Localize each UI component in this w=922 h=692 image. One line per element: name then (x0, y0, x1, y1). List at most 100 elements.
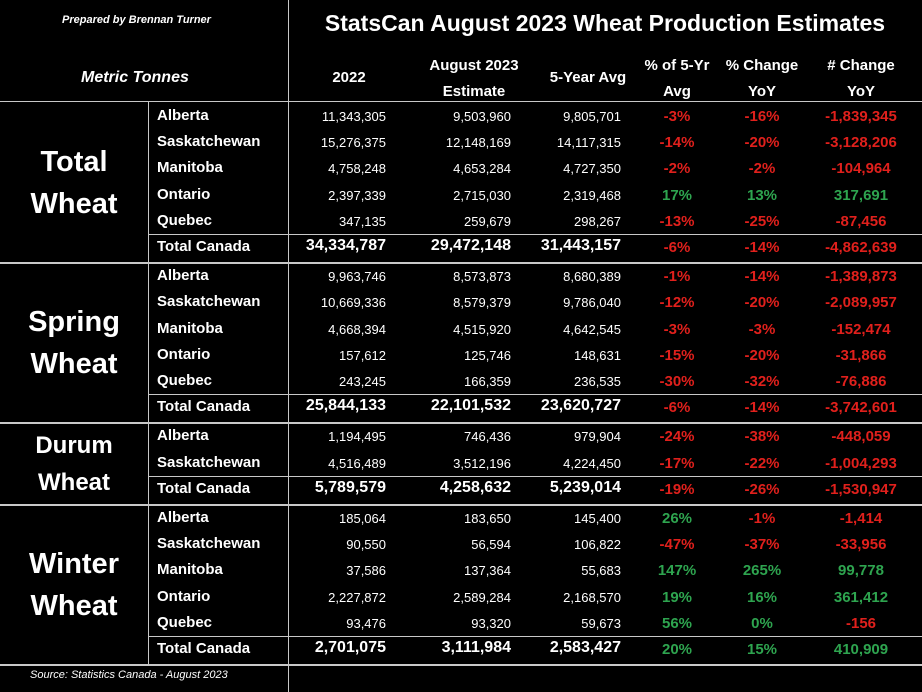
value-aug2023: 3,111,984 (441, 639, 511, 656)
province-label: Ontario (157, 587, 211, 605)
units-label: Metric Tonnes (81, 69, 189, 86)
value-aug2023: 183,650 (464, 511, 511, 526)
value-pct5: 26% (661, 510, 693, 527)
value-chgyoy: -76,886 (835, 373, 887, 390)
value-aug2023: 29,472,148 (430, 237, 511, 254)
value-avg5: 979,904 (574, 429, 621, 445)
column-header-pct5: % of 5-Yr (644, 57, 710, 74)
value-pct5: -1% (663, 268, 691, 286)
value-aug2023: 125,746 (464, 347, 511, 363)
value-pct5: -30% (659, 373, 695, 390)
province-label: Saskatchewan (157, 453, 261, 471)
value-pctyoy: 0% (751, 614, 773, 632)
value-y2022: 4,516,489 (328, 455, 386, 471)
value-pct5: -15% (659, 346, 695, 364)
column-header-chgyoy: # Change (827, 57, 895, 74)
grid-line (148, 101, 149, 666)
value-y2022: 1,194,495 (328, 429, 386, 445)
value-chgyoy: 317,691 (833, 186, 889, 204)
province-label: Saskatchewan (157, 133, 261, 151)
group-label-line: Durum (35, 431, 113, 459)
value-pctyoy: -25% (744, 212, 780, 230)
value-pctyoy: -14% (744, 268, 780, 286)
value-avg5: 145,400 (574, 511, 621, 526)
value-chgyoy: -448,059 (831, 428, 891, 446)
province-label: Quebec (157, 613, 213, 631)
value-aug2023: 93,320 (471, 615, 511, 631)
value-chgyoy: -31,866 (835, 346, 887, 364)
value-pct5: 19% (661, 588, 693, 606)
value-y2022: 347,135 (339, 213, 386, 229)
value-aug2023: 4,258,632 (439, 478, 511, 496)
value-aug2023: 9,503,960 (453, 109, 511, 124)
value-y2022: 157,612 (339, 347, 386, 363)
value-y2022: 93,476 (346, 615, 386, 631)
group-label: Spring Wheat (0, 301, 148, 385)
group-label: Winter Wheat (0, 543, 148, 627)
value-aug2023: 56,594 (471, 537, 511, 553)
value-pct5: -24% (659, 428, 695, 446)
province-label: Alberta (157, 107, 209, 124)
value-pct5: -19% (659, 480, 695, 498)
province-label: Saskatchewan (157, 535, 261, 553)
value-y2022: 2,701,075 (314, 639, 386, 656)
province-label: Saskatchewan (157, 293, 261, 311)
value-aug2023: 2,715,030 (453, 187, 511, 203)
province-label: Manitoba (157, 561, 223, 579)
value-chgyoy: -1,414 (839, 510, 883, 527)
value-y2022: 5,789,579 (314, 478, 386, 496)
value-pctyoy: -37% (744, 536, 780, 554)
value-pctyoy: -38% (744, 428, 780, 446)
value-aug2023: 8,579,379 (453, 295, 511, 311)
value-avg5: 4,224,450 (563, 455, 621, 471)
value-chgyoy: -104,964 (831, 160, 891, 178)
value-y2022: 25,844,133 (305, 397, 386, 415)
value-y2022: 243,245 (339, 374, 386, 389)
value-y2022: 2,227,872 (328, 589, 386, 605)
value-y2022: 4,758,248 (328, 161, 386, 177)
value-avg5: 5,239,014 (549, 478, 621, 496)
value-chgyoy: 361,412 (833, 588, 889, 606)
value-chgyoy: -33,956 (835, 536, 887, 554)
grid-line (0, 504, 922, 506)
value-chgyoy: -1,530,947 (825, 480, 897, 498)
column-header-pctyoy: % Change (725, 57, 799, 74)
value-avg5: 106,822 (574, 537, 621, 553)
value-aug2023: 3,512,196 (453, 455, 511, 471)
value-pctyoy: 13% (746, 186, 778, 204)
value-y2022: 10,669,336 (320, 295, 386, 311)
province-label: Quebec (157, 372, 213, 389)
value-aug2023: 166,359 (464, 374, 511, 389)
value-y2022: 15,276,375 (320, 135, 386, 151)
value-avg5: 9,805,701 (563, 109, 621, 124)
value-y2022: 90,550 (346, 537, 386, 553)
group-label-line: Winter (29, 547, 119, 580)
value-aug2023: 22,101,532 (430, 397, 511, 415)
group-label: Durum Wheat (0, 427, 148, 501)
value-chgyoy: -1,389,873 (825, 268, 897, 286)
value-avg5: 4,642,545 (563, 321, 621, 337)
value-aug2023: 4,653,284 (453, 161, 511, 177)
value-aug2023: 259,679 (464, 213, 511, 229)
value-pctyoy: 265% (742, 562, 782, 580)
province-label: Alberta (157, 427, 209, 445)
value-pctyoy: -16% (744, 108, 780, 125)
value-pct5: 56% (661, 614, 693, 632)
column-header-aug2023: August 2023 (429, 57, 519, 74)
source-note: Source: Statistics Canada - August 2023 (30, 669, 228, 681)
value-avg5: 55,683 (581, 563, 621, 579)
value-chgyoy: -152,474 (831, 320, 891, 338)
value-pctyoy: -20% (744, 346, 780, 364)
column-header-avg5: 5-Year Avg (549, 69, 627, 86)
value-pct5: 147% (657, 562, 697, 580)
value-chgyoy: -1,004,293 (825, 454, 897, 472)
value-avg5: 2,583,427 (549, 639, 621, 656)
value-avg5: 298,267 (574, 213, 621, 229)
value-chgyoy: -1,839,345 (825, 108, 897, 125)
value-avg5: 2,319,468 (563, 187, 621, 203)
grid-line (0, 101, 922, 102)
page-title: StatsCan August 2023 Wheat Production Es… (324, 10, 886, 36)
value-y2022: 9,963,746 (328, 269, 386, 285)
grid-line (0, 664, 922, 667)
value-pct5: 20% (661, 641, 693, 658)
